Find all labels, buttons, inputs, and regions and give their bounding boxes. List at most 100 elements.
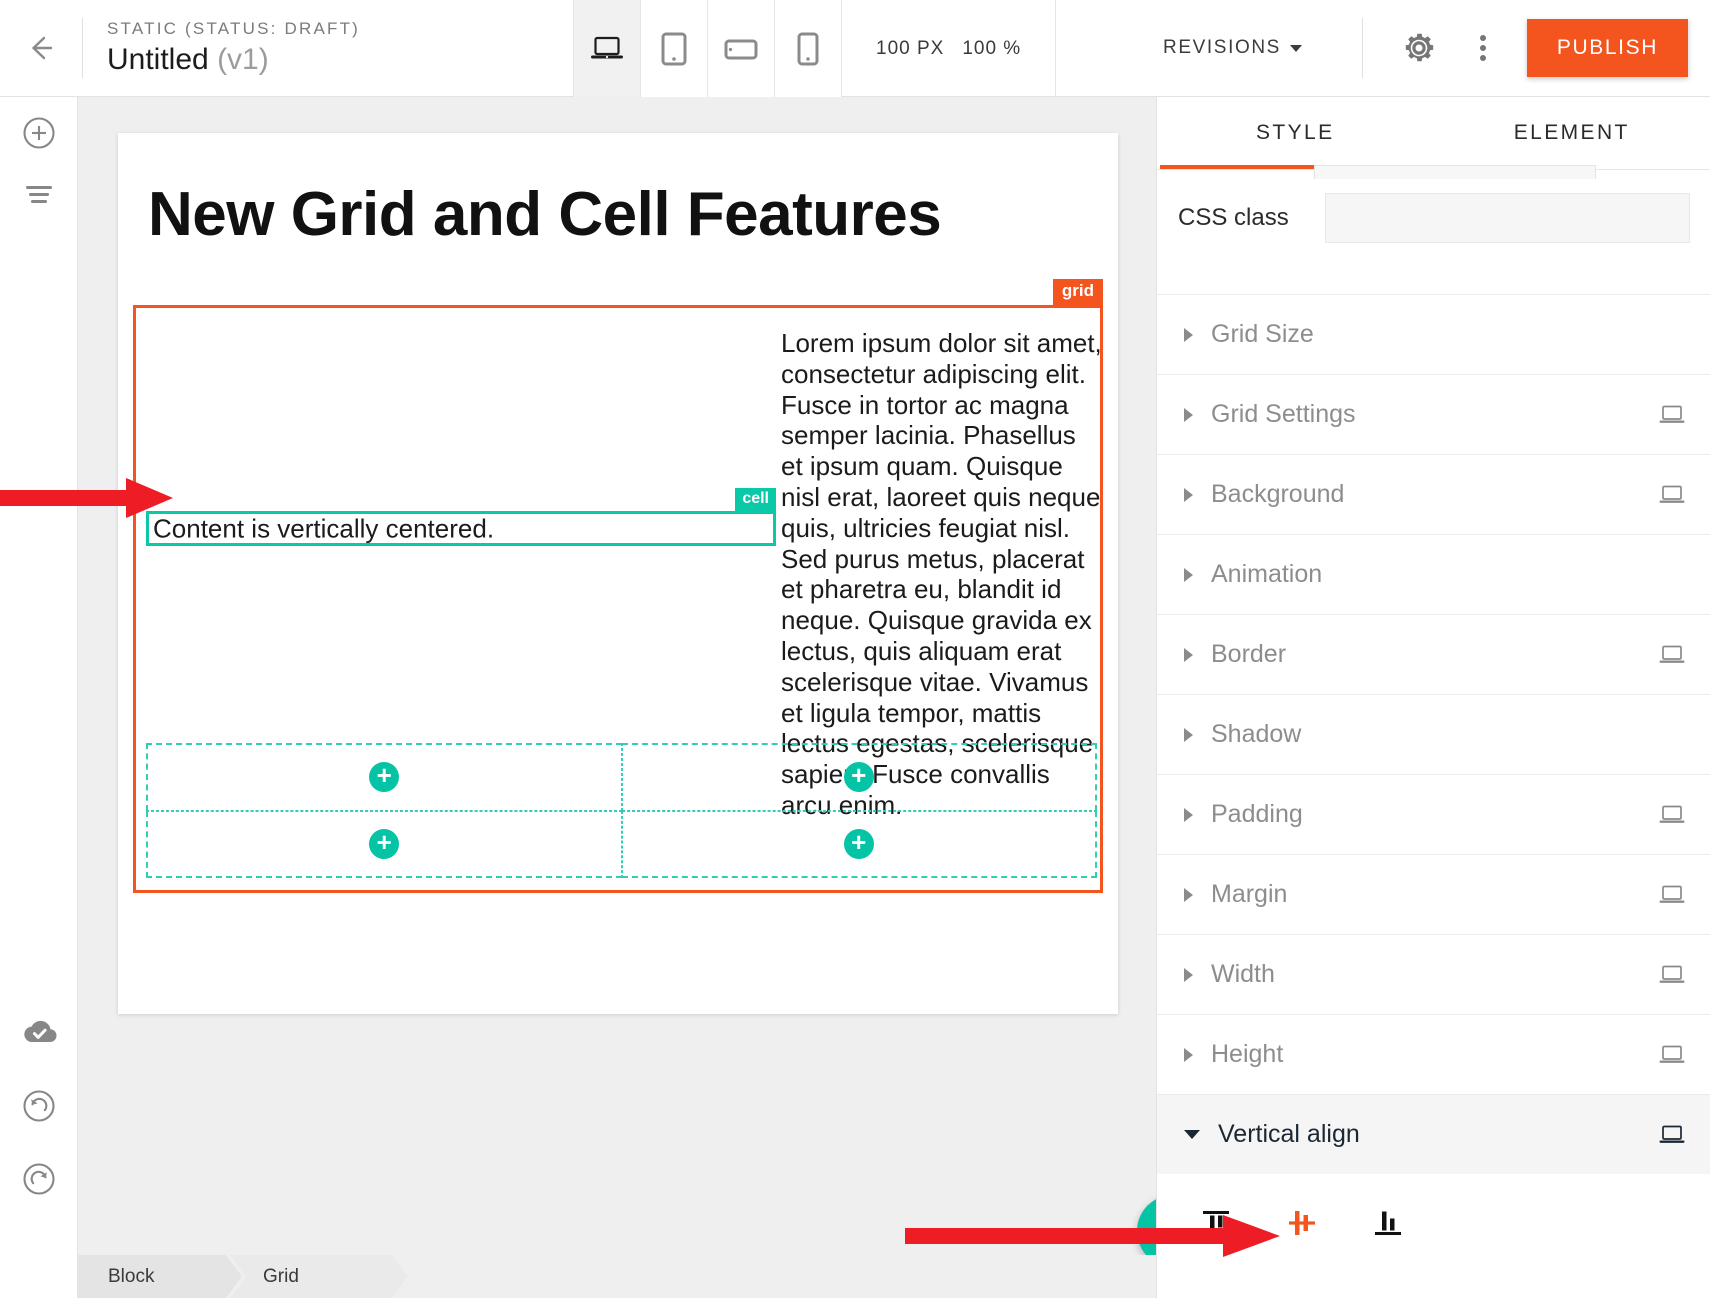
section-background[interactable]: Background [1157,454,1710,534]
section-label-grid-size: Grid Size [1211,320,1314,348]
publish-button[interactable]: PUBLISH [1526,19,1688,77]
responsive-laptop-icon[interactable] [1658,484,1686,506]
device-preview-group [573,0,841,97]
layers-button[interactable] [0,167,78,222]
section-padding[interactable]: Padding [1157,774,1710,854]
tab-style[interactable]: STYLE [1157,97,1434,169]
add-to-cell-3-button[interactable]: + [369,826,400,859]
section-label-margin: Margin [1211,880,1288,908]
section-shadow[interactable]: Shadow [1157,694,1710,774]
add-element-button[interactable] [0,105,78,160]
section-animation[interactable]: Animation [1157,534,1710,614]
phone-icon [797,32,819,65]
panel-tabs: STYLE ELEMENT [1157,97,1710,169]
redo-icon [23,1162,55,1195]
device-desktop-button[interactable] [573,0,640,97]
align-bottom-button[interactable] [1371,1208,1405,1238]
cloud-check-icon [24,1020,57,1042]
style-panel: STYLE ELEMENT CSS class Grid Size Grid S… [1156,97,1710,1298]
back-button[interactable] [0,0,82,96]
align-middle-button[interactable] [1285,1208,1319,1238]
section-border[interactable]: Border [1157,614,1710,694]
plus-glyph-2: + [851,760,867,791]
chevron-right-icon [1184,487,1193,502]
breadcrumb-grid[interactable]: Grid [230,1255,408,1298]
page-canvas[interactable]: New Grid and Cell Features grid Lorem ip… [118,133,1118,1014]
responsive-laptop-icon[interactable] [1658,804,1686,826]
add-to-cell-2-button[interactable]: + [843,760,874,793]
css-class-input[interactable] [1325,193,1690,243]
tablet-landscape-icon [724,39,758,59]
section-height[interactable]: Height [1157,1014,1710,1094]
chevron-right-icon [1184,807,1193,822]
empty-cell-3[interactable]: + [146,810,622,878]
settings-button[interactable] [1397,26,1441,70]
empty-cell-2[interactable]: + [621,743,1097,811]
responsive-laptop-icon[interactable] [1658,644,1686,666]
document-status: STATIC (STATUS: DRAFT) [107,19,361,38]
undo-button[interactable] [0,1078,78,1133]
section-label-background: Background [1211,480,1345,508]
chevron-right-icon [1184,1047,1193,1062]
plus-circle-icon [23,116,55,149]
zoom-controls: 100 PX 100 % [841,0,1057,97]
chevron-right-icon [1184,567,1193,582]
scrolled-field-partial[interactable] [1314,165,1596,179]
responsive-laptop-icon[interactable] [1658,1044,1686,1066]
grid-badge: grid [1052,279,1103,305]
chevron-down-icon [1289,44,1302,52]
responsive-laptop-icon[interactable] [1658,404,1686,426]
tab-element[interactable]: ELEMENT [1513,121,1630,144]
plus-glyph-1: + [376,760,392,791]
plus-glyph-4: + [851,826,867,857]
device-tablet-button[interactable] [640,0,707,97]
panel-spacer [1157,266,1710,294]
zoom-px-value[interactable]: 100 PX [876,37,945,59]
empty-cell-4[interactable]: + [621,810,1097,878]
plus-glyph-3: + [376,826,392,857]
canvas-heading[interactable]: New Grid and Cell Features [148,180,942,249]
canvas-area: New Grid and Cell Features grid Lorem ip… [78,97,1209,1298]
section-label-height: Height [1211,1040,1284,1068]
redo-button[interactable] [0,1151,78,1206]
section-margin[interactable]: Margin [1157,854,1710,934]
top-toolbar-right: REVISIONS PUBLISH [1056,0,1710,96]
chevron-right-icon [1184,407,1193,422]
section-label-grid-settings: Grid Settings [1211,400,1356,428]
chevron-right-icon [1184,967,1193,982]
add-to-cell-1-button[interactable]: + [369,760,400,793]
chevron-right-icon [1184,327,1193,342]
section-label-shadow: Shadow [1211,720,1302,748]
align-bottom-icon [1375,1211,1401,1235]
save-status-icon-button[interactable] [0,1005,78,1060]
breadcrumb-block[interactable]: Block [78,1255,242,1298]
tablet-icon [661,32,687,65]
section-width[interactable]: Width [1157,934,1710,1014]
more-options-button[interactable] [1469,26,1497,70]
empty-cells-grid: + + + + [146,743,1097,878]
lorem-text-cell[interactable]: Lorem ipsum dolor sit amet, consectetur … [781,328,1102,820]
top-toolbar: STATIC (STATUS: DRAFT) Untitled (v1) [0,0,1710,97]
empty-cell-1[interactable]: + [146,743,622,811]
document-title-block: STATIC (STATUS: DRAFT) Untitled (v1) [83,0,573,96]
section-vertical-align[interactable]: Vertical align [1157,1094,1710,1174]
add-to-cell-4-button[interactable]: + [843,826,874,859]
responsive-laptop-icon[interactable] [1658,964,1686,986]
section-label-vertical-align: Vertical align [1218,1120,1360,1148]
zoom-percent-value[interactable]: 100 % [962,37,1022,59]
device-tablet-landscape-button[interactable] [707,0,774,97]
selected-cell[interactable]: cell Content is vertically centered. [146,488,776,546]
responsive-laptop-icon[interactable] [1658,884,1686,906]
section-label-padding: Padding [1211,800,1303,828]
document-version: (v1) [217,43,269,76]
cell-badge: cell [735,488,776,511]
align-top-button[interactable] [1199,1208,1233,1238]
left-rail [0,97,78,1298]
selected-grid[interactable]: grid Lorem ipsum dolor sit amet, consect… [133,279,1103,893]
responsive-laptop-icon[interactable] [1658,1124,1686,1146]
revisions-dropdown[interactable]: REVISIONS [1163,37,1302,59]
device-mobile-button[interactable] [774,0,841,97]
section-grid-settings[interactable]: Grid Settings [1157,374,1710,454]
chevron-right-icon [1184,727,1193,742]
section-grid-size[interactable]: Grid Size [1157,294,1710,374]
